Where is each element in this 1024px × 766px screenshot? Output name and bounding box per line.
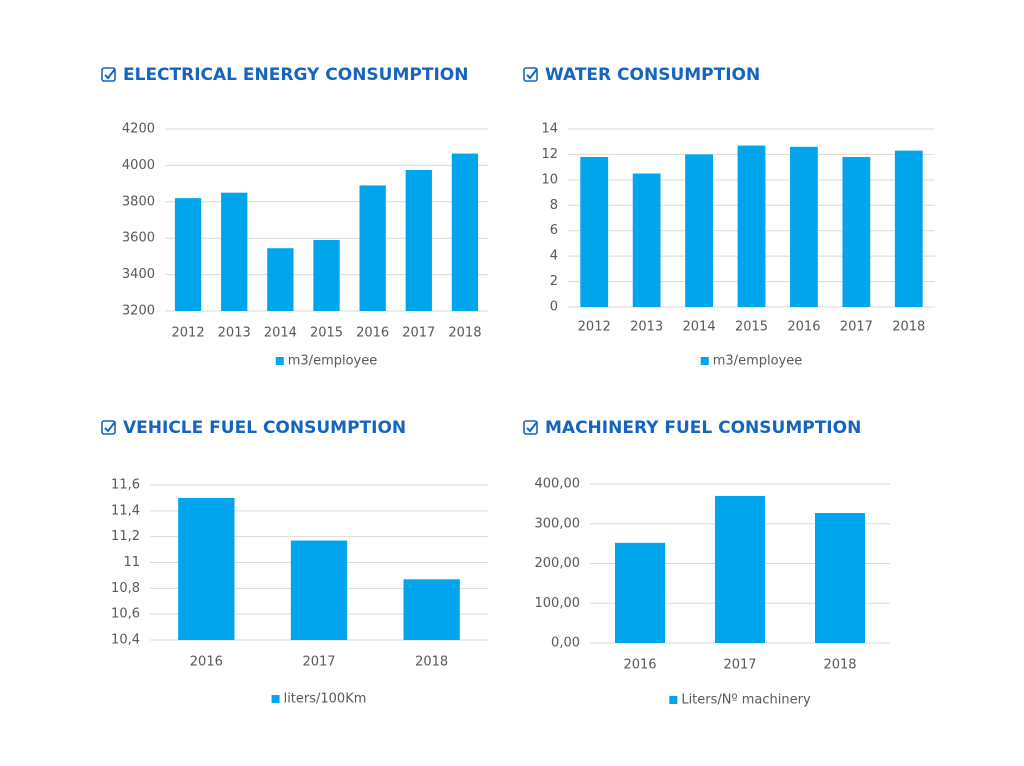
y-tick-label: 3200 — [122, 304, 155, 319]
legend-swatch — [700, 357, 709, 365]
y-tick-label: 4 — [550, 249, 558, 264]
legend-swatch — [669, 696, 678, 704]
bar — [715, 495, 765, 643]
chart-title: ELECTRICAL ENERGY CONSUMPTION — [123, 65, 468, 85]
title-icon-check — [526, 68, 538, 80]
legend-item: Liters/Nº machinery — [669, 693, 811, 708]
x-tick-label: 2016 — [356, 326, 389, 341]
bar — [685, 154, 713, 307]
title-icon — [523, 67, 538, 82]
y-tick-label: 11 — [123, 555, 140, 570]
title-icon-check — [104, 68, 116, 80]
x-tick-label: 2015 — [310, 326, 343, 341]
legend-label: m3/employee — [713, 354, 802, 369]
legend-label: m3/employee — [288, 354, 377, 369]
x-tick-label: 2012 — [578, 320, 611, 335]
x-tick-label: 2014 — [264, 326, 297, 341]
bar — [737, 145, 766, 307]
y-tick-label: 0 — [550, 300, 558, 315]
x-tick-label: 2018 — [415, 655, 448, 670]
bar — [842, 156, 871, 307]
y-tick-label: 10,8 — [111, 581, 140, 596]
legend-label: liters/100Km — [284, 692, 367, 707]
title-icon — [101, 420, 116, 435]
legend-item: liters/100Km — [271, 692, 367, 707]
bar — [405, 169, 432, 311]
title-icon — [101, 67, 116, 82]
x-tick-label: 2017 — [402, 326, 435, 341]
y-tick-label: 10 — [541, 172, 558, 187]
x-tick-label: 2015 — [735, 320, 768, 335]
legend-item: m3/employee — [700, 354, 802, 369]
y-tick-label: 300,00 — [535, 516, 581, 531]
x-tick-label: 2018 — [823, 658, 856, 673]
x-tick-label: 2016 — [190, 655, 223, 670]
y-tick-label: 14 — [541, 122, 558, 137]
y-tick-label: 2 — [550, 274, 558, 289]
title-icon-check — [104, 421, 116, 433]
x-tick-label: 2017 — [723, 658, 756, 673]
y-tick-label: 0,00 — [551, 636, 580, 651]
bar — [178, 497, 235, 640]
legend-item: m3/employee — [275, 354, 377, 369]
y-tick-label: 3800 — [122, 194, 155, 209]
x-tick-label: 2013 — [218, 326, 251, 341]
bar — [580, 156, 609, 307]
x-tick-label: 2013 — [630, 320, 663, 335]
x-tick-label: 2012 — [172, 326, 205, 341]
y-tick-label: 400,00 — [535, 477, 581, 492]
bar — [221, 192, 248, 311]
bar — [894, 150, 923, 307]
legend-swatch — [271, 695, 280, 703]
bar — [815, 513, 865, 643]
y-tick-label: 8 — [550, 198, 558, 213]
bar — [615, 542, 665, 643]
title-icon — [523, 420, 538, 435]
bar — [403, 579, 460, 640]
y-tick-label: 10,6 — [111, 607, 140, 622]
bar — [313, 240, 340, 311]
chart-title: WATER CONSUMPTION — [545, 65, 760, 85]
legend-label: Liters/Nº machinery — [681, 693, 811, 708]
y-tick-label: 4200 — [122, 122, 155, 137]
y-tick-label: 6 — [550, 223, 558, 238]
x-tick-label: 2016 — [787, 320, 820, 335]
bar — [267, 248, 294, 311]
x-tick-label: 2016 — [623, 658, 656, 673]
bar — [451, 153, 479, 311]
x-tick-label: 2018 — [892, 320, 925, 335]
title-icon-check — [526, 421, 538, 433]
y-tick-label: 11,2 — [111, 529, 140, 544]
legend-swatch — [275, 357, 284, 365]
y-tick-label: 11,4 — [111, 503, 140, 518]
y-tick-label: 10,4 — [111, 633, 140, 648]
y-tick-label: 12 — [541, 147, 558, 162]
y-tick-label: 200,00 — [535, 556, 581, 571]
x-tick-label: 2017 — [840, 320, 873, 335]
bar — [174, 198, 202, 311]
y-tick-label: 100,00 — [535, 596, 581, 611]
x-tick-label: 2017 — [302, 655, 335, 670]
y-tick-label: 11,6 — [111, 478, 140, 493]
bar — [290, 540, 348, 640]
bar — [632, 173, 661, 307]
y-tick-label: 3600 — [122, 231, 155, 246]
bar — [790, 146, 818, 307]
x-tick-label: 2018 — [448, 326, 481, 341]
y-tick-label: 4000 — [122, 158, 155, 173]
bar — [359, 185, 386, 311]
chart-title: VEHICLE FUEL CONSUMPTION — [123, 418, 406, 438]
y-tick-label: 3400 — [122, 267, 155, 282]
chart-title: MACHINERY FUEL CONSUMPTION — [545, 418, 861, 438]
x-tick-label: 2014 — [683, 320, 716, 335]
